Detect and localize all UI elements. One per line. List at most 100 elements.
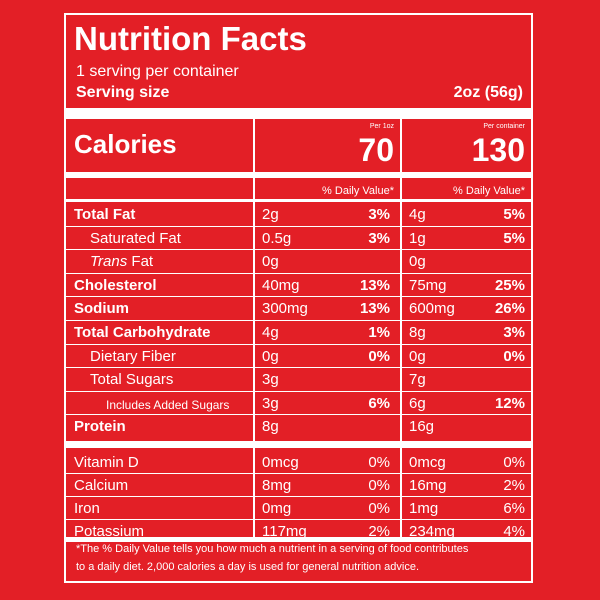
col2-pct: 26% — [494, 300, 525, 318]
nutrient-name-part: Saturated Fat — [90, 229, 181, 247]
col2-amt: 7g — [409, 371, 426, 389]
col2-amt: 8g — [409, 324, 426, 341]
nutrient-name: Saturated Fat — [90, 229, 181, 248]
col1-pct: 3% — [368, 229, 390, 247]
nutrient-row: Dietary Fiber 0g 0% 0g 0% — [66, 345, 531, 368]
nutrient-row: Total Carbohydrate 4g 1% 8g 3% — [66, 321, 531, 344]
col2-amt: 6g — [409, 394, 426, 412]
nutrient-row: Saturated Fat 0.5g 3% 1g 5% — [66, 227, 531, 250]
nutrient-name-part: Sodium — [74, 300, 129, 318]
col2-pct: 2% — [503, 477, 525, 494]
daily-value-header-2: % Daily Value* — [453, 185, 525, 197]
col2-pct: 12% — [494, 394, 525, 412]
row-divider — [66, 390, 531, 392]
row-divider — [66, 496, 531, 497]
nutrient-name: Cholesterol — [74, 276, 157, 295]
vitamin-row: Iron 0mg 0% 1mg 6% — [66, 497, 531, 520]
col2-pct: 25% — [494, 276, 525, 294]
col1-amt: 40mg — [262, 276, 300, 294]
column-1-calories: 70 — [358, 132, 394, 168]
col1-amt: 4g — [262, 324, 279, 341]
col2-amt: 1mg — [409, 500, 439, 517]
col1-pct: 0% — [368, 500, 390, 517]
row-divider — [66, 225, 531, 227]
col1-pct: 6% — [368, 394, 390, 412]
col1-amt: 0mcg — [262, 454, 299, 471]
nutrient-name-part: Cholesterol — [74, 276, 157, 294]
nutrient-row: Cholesterol 40mg 13% 75mg 25% — [66, 274, 531, 297]
nutrient-row: Includes Added Sugars 3g 6% 6g 12% — [66, 392, 531, 415]
thick-divider — [66, 108, 531, 119]
col1-amt: 0.5g — [262, 229, 292, 247]
nutrient-row: Sodium 300mg 13% 600mg 26% — [66, 297, 531, 320]
row-divider — [66, 414, 531, 416]
vitamin-name: Calcium — [74, 477, 129, 494]
nutrient-name-part: Trans — [90, 253, 128, 271]
panel-title: Nutrition Facts — [74, 20, 307, 57]
row-divider — [66, 320, 531, 321]
col1-amt: 300mg — [262, 300, 308, 318]
footnote-line-1: *The % Daily Value tells you how much a … — [76, 543, 469, 555]
col2-amt: 0mcg — [409, 454, 446, 471]
col1-pct: 0% — [368, 477, 390, 494]
vitamin-row: Potassium 117mg 2% 234mg 4% — [66, 520, 531, 543]
col2-pct: 0% — [503, 347, 525, 365]
vitamin-name: Vitamin D — [74, 454, 139, 471]
nutrient-name: Includes Added Sugars — [106, 396, 229, 415]
col2-pct: 3% — [503, 324, 525, 341]
col1-amt: 8g — [262, 418, 279, 436]
col1-amt: 117mg — [262, 523, 307, 540]
servings-per-container: 1 serving per container — [76, 63, 239, 80]
col1-pct: 2% — [368, 523, 390, 540]
col1-amt: 0g — [262, 253, 279, 271]
col1-amt: 8mg — [262, 477, 292, 494]
column-separator-2 — [400, 119, 402, 537]
row-divider — [66, 367, 531, 369]
protein-divider — [66, 441, 531, 448]
nutrient-name: Trans Fat — [90, 252, 153, 271]
nutrient-name-part: Protein — [74, 418, 126, 436]
nutrition-facts-panel: Nutrition Facts 1 serving per container … — [64, 13, 533, 583]
nutrient-name-part: Total Carbohydrate — [74, 324, 211, 341]
col2-amt: 4g — [409, 206, 426, 223]
nutrient-name: Protein — [74, 417, 126, 436]
col1-pct: 0% — [368, 454, 390, 471]
nutrient-name-part: Total Sugars — [90, 371, 174, 389]
nutrient-name: Dietary Fiber — [90, 347, 176, 366]
col2-amt: 1g — [409, 229, 426, 247]
row-divider — [66, 473, 531, 474]
footnote-divider — [66, 537, 531, 542]
vitamin-row: Calcium 8mg 0% 16mg 2% — [66, 474, 531, 497]
col1-pct: 13% — [359, 300, 390, 318]
col1-amt: 3g — [262, 371, 279, 389]
vitamin-name: Iron — [74, 500, 100, 517]
nutrient-name-part: Includes Added Sugars — [106, 397, 230, 412]
col1-amt: 0mg — [262, 500, 292, 517]
col2-amt: 16g — [409, 418, 435, 436]
vitamin-row: Vitamin D 0mcg 0% 0mcg 0% — [66, 451, 531, 474]
nutrient-name-part: Dietary Fiber — [90, 347, 176, 365]
row-divider — [66, 519, 531, 520]
row-divider — [66, 249, 531, 251]
nutrient-name-part: Total Fat — [74, 206, 136, 223]
col2-pct: 5% — [503, 229, 525, 247]
col2-amt: 16mg — [409, 477, 447, 494]
vitamin-name: Potassium — [74, 523, 145, 540]
col2-pct: 5% — [503, 206, 525, 223]
nutrient-row: Total Sugars 3g 7g — [66, 368, 531, 391]
row-divider — [66, 272, 531, 274]
col1-amt: 3g — [262, 394, 279, 412]
col2-pct: 6% — [503, 500, 525, 517]
row-divider — [66, 296, 531, 298]
col2-amt: 600mg — [409, 300, 455, 318]
col1-amt: 2g — [262, 206, 279, 223]
serving-size-label: Serving size — [76, 84, 170, 101]
col1-amt: 0g — [262, 347, 279, 365]
nutrient-name: Total Carbohydrate — [74, 323, 210, 342]
calories-divider — [66, 172, 531, 178]
dv-header-divider — [66, 199, 531, 202]
nutrient-row: Total Fat 2g 3% 4g 5% — [66, 203, 531, 226]
footnote: *The % Daily Value tells you how much a … — [76, 540, 526, 576]
col1-pct: 1% — [368, 324, 390, 341]
col1-pct: 0% — [368, 347, 390, 365]
